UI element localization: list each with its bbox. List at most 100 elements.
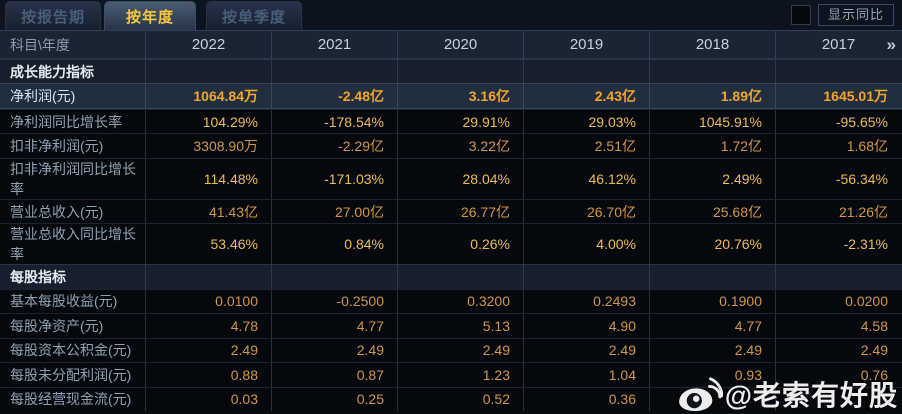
value-cell: 28.04% [397,158,523,199]
value-cell: 53.46% [145,224,271,265]
value-cell: 0.1900 [649,289,775,314]
value-cell [145,60,271,84]
value-cell [649,265,775,289]
value-cell [145,265,271,289]
value-cell: 104.29% [145,109,271,134]
table-row: 净利润同比增长率 104.29% -178.54% 29.91% 29.03% 1045.… [0,108,902,134]
value-cell: 0.52 [397,387,523,411]
row-label: 基本每股收益(元) [10,293,118,310]
row-label: 营业总收入(元) [10,203,104,220]
year-header-2020: 2020 [397,31,523,58]
tab-report-period[interactable]: 按报告期 [5,1,101,30]
value-cell: 0.84% [271,224,397,265]
value-cell: 41.43亿 [145,199,271,224]
value-cell: 4.90 [523,314,649,338]
value-cell: -2.31% [775,224,901,265]
row-label: 成长能力指标 [10,63,94,80]
year-header-2022: 2022 [145,31,271,58]
value-cell [649,60,775,84]
year-header-label: 2022 [191,36,226,53]
show-yoy-checkbox[interactable] [790,5,811,25]
section-row: 每股指标 [0,264,902,289]
year-header-label: 2020 [443,36,478,53]
value-cell: -0.2500 [271,289,397,314]
value-cell [523,60,649,84]
value-cell: 25.68亿 [649,199,775,224]
show-yoy-label[interactable]: 显示同比 [817,4,894,26]
value-cell: 2.49 [649,338,775,363]
value-cell: 0.76 [775,363,901,387]
year-header-label: 2021 [317,36,352,53]
table-row: 扣非净利润同比增长率 114.48% -171.03% 28.04% 46.12% 2.4… [0,157,902,199]
value-cell: 2.43亿 [523,84,649,108]
show-yoy-control: 显示同比 [790,4,894,26]
value-cell: 29.03% [523,109,649,134]
table-row: 每股未分配利润(元) 0.88 0.87 1.23 1.04 0.93 0.76 [0,362,902,387]
value-cell: 26.77亿 [397,199,523,224]
value-cell: 1.04 [523,363,649,387]
value-cell: 2.49 [271,338,397,363]
value-cell: 4.58 [775,314,901,338]
corner-header-cell: 科目\年度 [10,36,70,53]
value-cell: 0.0200 [775,289,901,314]
value-cell: -95.65% [775,109,901,134]
value-cell: 2.49% [649,158,775,199]
value-cell [397,60,523,84]
value-cell: 0.26% [397,224,523,265]
tab-annual[interactable]: 按年度 [104,1,196,30]
value-cell: 3308.90万 [145,134,271,158]
value-cell: 3.16亿 [397,84,523,108]
value-cell [649,387,775,411]
table-row: 每股净资产(元) 4.78 4.77 5.13 4.90 4.77 4.58 [0,313,902,338]
row-label: 扣非净利润同比增长率 [10,160,136,197]
value-cell [271,60,397,84]
table-header-row: 科目\年度 2022 2021 2020 2019 2018 2017 » [0,31,902,59]
value-cell: 1064.84万 [145,84,271,108]
year-header-2019: 2019 [523,31,649,58]
value-cell: 1.89亿 [649,84,775,108]
table-row: 营业总收入(元) 41.43亿 27.00亿 26.77亿 26.70亿 25.68亿 21… [0,198,902,224]
row-label: 每股资本公积金(元) [10,342,132,359]
table-row: 扣非净利润(元) 3308.90万 -2.29亿 3.22亿 2.51亿 1.72亿 1.6… [0,133,902,158]
row-label: 每股指标 [10,268,66,285]
value-cell: 0.25 [271,387,397,411]
period-tab-bar: 按报告期 按年度 按单季度 [0,0,902,30]
value-cell: 1.23 [397,363,523,387]
value-cell: 20.76% [649,224,775,265]
value-cell: 21.26亿 [775,199,901,224]
year-header-label: 2018 [695,36,730,53]
value-cell [775,60,901,84]
table-row: 每股经营现金流(元) 0.03 0.25 0.52 0.36 [0,386,902,411]
value-cell: 1.72亿 [649,134,775,158]
value-cell [397,265,523,289]
value-cell: 4.77 [649,314,775,338]
value-cell: 0.3200 [397,289,523,314]
value-cell: 114.48% [145,158,271,199]
value-cell: 2.49 [397,338,523,363]
value-cell: 0.87 [271,363,397,387]
value-cell [775,265,901,289]
row-label: 每股未分配利润(元) [10,366,132,383]
value-cell: -171.03% [271,158,397,199]
value-cell: 27.00亿 [271,199,397,224]
value-cell [523,265,649,289]
year-header-label: 2019 [569,36,604,53]
table-row: 每股资本公积金(元) 2.49 2.49 2.49 2.49 2.49 2.49 [0,337,902,363]
value-cell: 2.49 [145,338,271,363]
more-years-icon[interactable]: » [886,34,896,54]
value-cell [271,265,397,289]
row-label: 营业总收入同比增长率 [10,226,136,263]
value-cell: 0.2493 [523,289,649,314]
value-cell: -178.54% [271,109,397,134]
section-row: 成长能力指标 [0,59,902,84]
value-cell: -2.29亿 [271,134,397,158]
value-cell: 0.36 [523,387,649,411]
table-row: 净利润(元) 1064.84万 -2.48亿 3.16亿 2.43亿 1.89亿 1645.… [0,83,902,109]
value-cell: 1645.01万 [775,84,901,108]
value-cell: 2.49 [775,338,901,363]
row-label: 每股经营现金流(元) [10,391,132,408]
tab-quarterly[interactable]: 按单季度 [206,1,302,30]
year-header-2018: 2018 [649,31,775,58]
value-cell: 2.49 [523,338,649,363]
value-cell: 1045.91% [649,109,775,134]
